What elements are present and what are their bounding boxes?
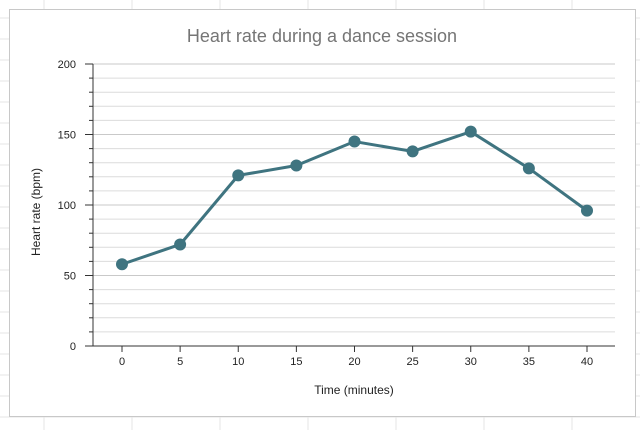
x-tick-label: 0 [119,356,125,368]
series-line [120,130,589,266]
x-tick-label: 10 [232,356,244,368]
chart-container[interactable] [9,9,636,417]
data-point[interactable] [232,169,245,182]
data-point[interactable] [348,135,361,148]
x-tick-label: 40 [581,356,593,368]
data-point[interactable] [406,145,419,158]
x-axis-ticks: 0 5 10 15 20 25 30 35 40 [119,346,593,368]
data-point[interactable] [581,204,593,217]
gridlines [93,63,615,333]
chart-title: Heart rate during a dance session [187,26,457,46]
y-axis-label: Heart rate (bpm) [29,168,43,256]
data-point[interactable] [290,159,303,172]
x-tick-label: 5 [177,356,183,368]
y-axis-ticks: 0 50 100 150 200 [58,59,93,353]
series-heart-rate [116,125,593,271]
x-tick-label: 35 [523,356,535,368]
y-tick-label: 150 [58,130,76,142]
data-point[interactable] [174,238,187,251]
y-tick-label: 200 [58,59,76,71]
y-tick-label: 100 [58,200,76,212]
y-tick-label: 50 [64,271,76,283]
x-tick-label: 20 [348,356,360,368]
data-point[interactable] [464,125,477,138]
x-tick-label: 30 [465,356,477,368]
y-tick-label: 0 [70,341,76,353]
x-axis-label: Time (minutes) [314,383,394,397]
x-tick-label: 15 [290,356,302,368]
data-point[interactable] [116,258,128,271]
x-tick-label: 25 [407,356,419,368]
data-point[interactable] [522,162,535,175]
